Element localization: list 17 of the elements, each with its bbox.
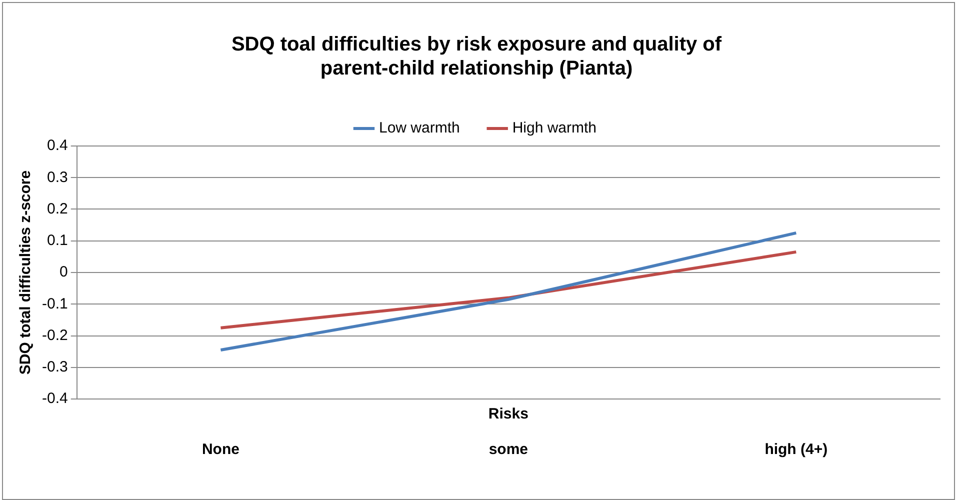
y-tick-label: -0.1 xyxy=(42,295,68,312)
y-tick-label: -0.4 xyxy=(42,390,68,408)
y-tick-label: 0.4 xyxy=(46,137,68,154)
y-tick-label: 0.3 xyxy=(46,168,68,186)
y-tick-label: 0.1 xyxy=(46,232,68,250)
x-tick-label: some xyxy=(488,441,528,458)
x-tick-label: None xyxy=(202,441,240,458)
legend-label: High warmth xyxy=(512,120,597,137)
chart-title: SDQ toal difficulties by risk exposure and quality of parent-child relationship (Pianta) xyxy=(231,34,722,80)
legend-label: Low warmth xyxy=(378,120,460,137)
y-axis-title: SDQ total difficulties z-score xyxy=(17,170,34,375)
y-tick-label: 0.2 xyxy=(46,200,68,218)
x-tick-label: high (4+) xyxy=(764,441,828,458)
y-tick-label: 0 xyxy=(60,264,68,281)
y-tick-label: -0.3 xyxy=(42,358,68,376)
x-axis-title: Risks xyxy=(488,406,528,423)
y-tick-label: -0.2 xyxy=(42,326,68,344)
